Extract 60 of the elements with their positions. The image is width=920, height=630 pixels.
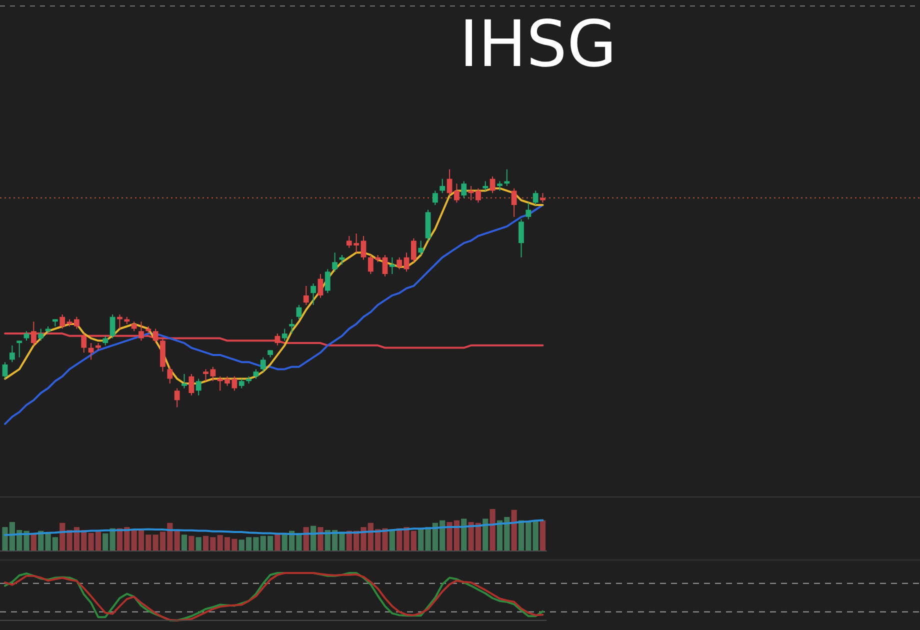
candlestick [332,252,338,272]
candlestick [74,316,80,330]
candlestick [174,388,180,408]
candlestick [518,218,524,258]
bar [532,521,538,551]
candlestick [324,268,330,294]
candlestick [482,180,488,192]
candlestick [188,373,194,396]
candlestick [446,168,452,196]
candlestick [9,344,15,363]
bar [490,509,496,551]
candlestick [24,330,30,342]
candlestick [310,283,316,306]
candlestick [396,256,402,270]
candlestick [532,190,538,206]
bar [511,510,517,551]
candlestick [260,356,266,372]
candlestick [303,285,309,306]
candlestick [432,190,438,206]
candlestick [318,274,324,298]
candlestick [511,188,517,218]
candlestick [167,366,173,384]
candlestick [526,202,532,220]
candlestick [16,340,22,358]
candlestick [454,183,460,204]
candlestick [253,368,259,380]
candlestick [497,180,502,192]
candlestick [410,238,416,263]
candlestick [238,378,244,389]
candlestick [289,318,294,334]
bar [188,536,194,551]
bar [102,533,108,551]
candlestick [360,235,366,260]
candlestick [110,314,116,339]
bar [461,518,467,551]
candlestick [382,254,388,277]
candlestick [131,321,137,332]
candlestick [296,304,302,320]
bar [318,527,324,551]
candlestick [182,373,187,389]
candlestick [389,256,395,275]
candlestick [102,335,108,346]
candlestick [490,176,496,194]
chart-title: IHSG [459,8,617,82]
candlestick [282,328,288,342]
bar [274,532,280,551]
bar [196,537,202,551]
candlestick [461,180,467,198]
candlestick [38,328,44,342]
candlestick [2,362,8,380]
bar [540,520,546,551]
bar [181,534,188,551]
bar [482,518,488,551]
candlestick [504,168,510,186]
candlestick [196,378,202,396]
candlestick [440,178,446,194]
candlestick [404,252,410,272]
bar [174,530,180,551]
candlestick [418,240,424,256]
candlestick [60,314,66,330]
